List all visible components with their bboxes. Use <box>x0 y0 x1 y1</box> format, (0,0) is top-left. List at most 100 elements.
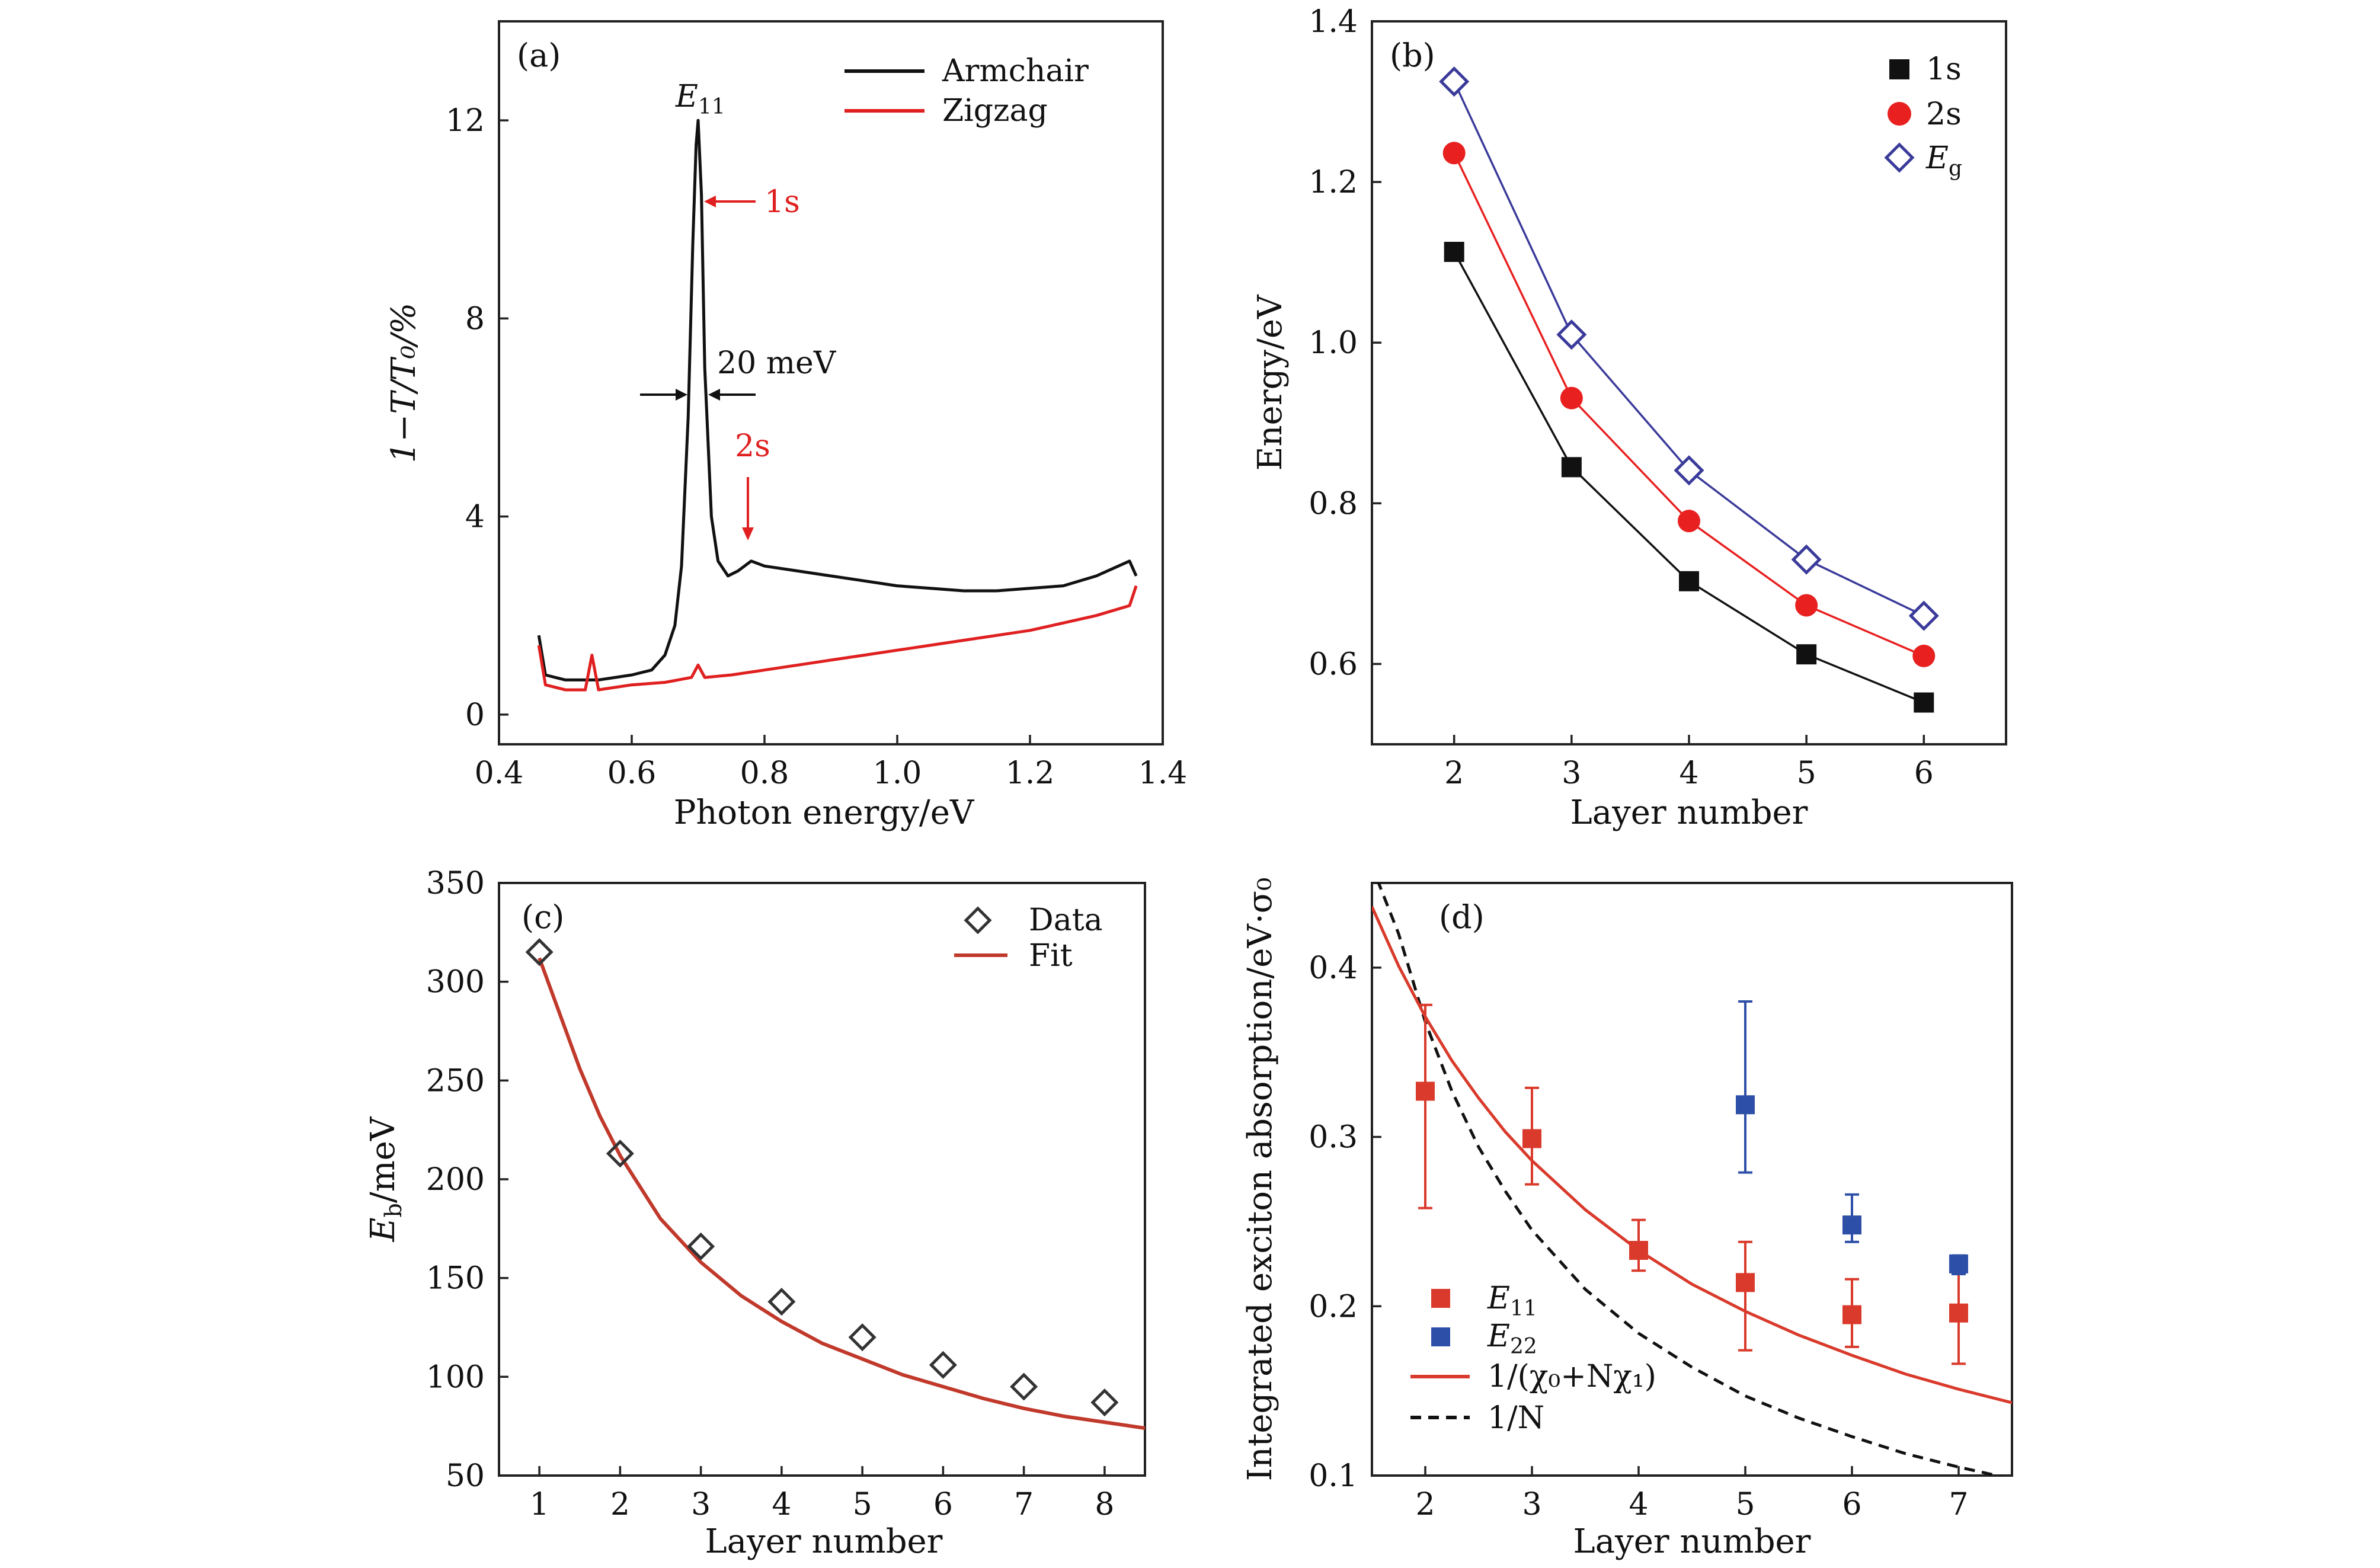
panel-b-y-tick-label: 0.8 <box>1309 486 1358 521</box>
panel-b-ticks: 2 3 4 5 6 0.6 0.8 1.0 1.2 1.4 <box>1309 4 1934 791</box>
data-point <box>687 1232 715 1260</box>
data-point <box>767 1288 796 1316</box>
legend-marker-data <box>964 906 992 935</box>
marker-1s-point <box>1679 571 1699 591</box>
fwhm-label: 20 meV <box>717 345 837 381</box>
panel-c-x-tick-label: 1 <box>530 1487 549 1522</box>
legend-label-1n: 1/N <box>1488 1400 1544 1436</box>
marker-1s-point <box>1561 457 1582 478</box>
panel-b-x-tick-label: 3 <box>1562 756 1581 791</box>
panel-a-chart: 0.4 0.6 0.8 1.0 1.2 1.4 0 4 8 12 (a) Photon energ… <box>385 20 1188 832</box>
panel-c-ticks: 1 2 3 4 5 6 7 8 50 100 150 200 250 300 350 <box>426 866 1115 1522</box>
marker-eg-point <box>1556 319 1587 350</box>
marker-e22-point <box>1736 1095 1755 1115</box>
panel-a-x-tick-label: 1.0 <box>873 756 922 791</box>
data-point <box>848 1323 876 1352</box>
panel-b-x-tick-label: 6 <box>1914 756 1934 791</box>
data-point <box>1090 1388 1119 1417</box>
marker-e11-point <box>1842 1305 1861 1324</box>
fit-curve-chi <box>1372 905 2012 1404</box>
legend-marker-2s <box>1888 102 1911 126</box>
data-point <box>929 1351 957 1379</box>
legend-label-fit: Fit <box>1029 938 1073 974</box>
panel-a-x-tick-label: 0.4 <box>475 756 524 791</box>
panel-d-x-tick-label: 2 <box>1415 1487 1435 1522</box>
series-line-eg <box>1453 81 1925 617</box>
fit-curve <box>538 957 1146 1430</box>
panel-d-x-tick-label: 3 <box>1522 1487 1541 1522</box>
panel-a-y-tick-label: 8 <box>465 301 485 337</box>
panel-c-label: (c) <box>522 898 564 936</box>
reference-curve-1n <box>1377 883 2004 1476</box>
legend-label-2s: 2s <box>1926 97 1962 132</box>
panel-a-x-tick-label: 0.6 <box>607 756 657 791</box>
panel-d-series <box>1372 883 2012 1476</box>
panel-c-x-tick-label: 6 <box>933 1487 953 1522</box>
panel-b-y-tick-label: 0.6 <box>1309 647 1358 682</box>
marker-e11-point <box>1949 1303 1968 1323</box>
panel-b-label: (b) <box>1390 37 1435 74</box>
panel-b-y-tick-label: 1.0 <box>1309 325 1358 361</box>
panel-c-y-tick-label: 350 <box>426 866 485 901</box>
legend-marker-e22 <box>1431 1327 1450 1346</box>
panel-c-y-tick-label: 300 <box>426 965 485 1000</box>
panel-d-y-tick-label: 0.3 <box>1309 1120 1358 1156</box>
marker-e22-point <box>1842 1215 1861 1235</box>
panel-c-ylabel: Eb/meV <box>364 1116 407 1242</box>
panel-b-y-tick-label: 1.4 <box>1309 4 1358 40</box>
legend-label-e22: E22 <box>1487 1319 1537 1359</box>
panel-d-x-tick-label: 4 <box>1629 1487 1648 1522</box>
panel-c-x-tick-label: 8 <box>1095 1487 1114 1522</box>
panel-b-ylabel: Energy/eV <box>1251 294 1290 471</box>
panel-d-label: (d) <box>1439 898 1485 936</box>
marker-e11-point <box>1416 1081 1435 1101</box>
panel-c-chart: 1 2 3 4 5 6 7 8 50 100 150 200 250 300 350 (c) Layer n… <box>364 866 1146 1561</box>
marker-e22-point <box>1949 1254 1968 1273</box>
legend-label-1s: 1s <box>1926 52 1962 87</box>
arrow-2s-label: 2s <box>735 428 770 464</box>
panel-b-chart: 2 3 4 5 6 0.6 0.8 1.0 1.2 1.4 (b) Layer number En… <box>1251 4 2007 832</box>
legend-label-e11: E11 <box>1487 1281 1537 1321</box>
panel-b-series <box>1439 66 1939 713</box>
panel-d-y-tick-label: 0.4 <box>1309 951 1358 986</box>
panel-a-ticks: 0.4 0.6 0.8 1.0 1.2 1.4 0 4 8 12 <box>446 103 1188 791</box>
arrow-1s-head <box>704 196 716 207</box>
panel-d-y-tick-label: 0.2 <box>1309 1289 1358 1324</box>
panel-d-ticks: 2 3 4 5 6 7 0.1 0.2 0.3 0.4 <box>1309 951 1968 1522</box>
legend-marker-1s <box>1889 59 1909 79</box>
legend-label-eg: Eg <box>1925 140 1962 181</box>
panel-a-series <box>537 119 1138 692</box>
legend-label-armchair: Armchair <box>942 53 1089 89</box>
panel-b-y-tick-label: 1.2 <box>1309 165 1358 200</box>
panel-a-label: (a) <box>517 37 561 74</box>
marker-1s-point <box>1796 644 1817 665</box>
panel-d-y-tick-label: 0.1 <box>1309 1458 1358 1494</box>
panel-d-curves <box>1372 883 2012 1476</box>
panel-a-axes-frame <box>498 20 1164 745</box>
panel-c-y-tick-label: 100 <box>426 1359 485 1395</box>
marker-1s-point <box>1914 692 1934 713</box>
panel-c-x-tick-label: 4 <box>772 1487 791 1522</box>
panel-d-x-tick-label: 5 <box>1735 1487 1755 1522</box>
marker-e11-point <box>1629 1241 1648 1260</box>
legend-label-zigzag: Zigzag <box>942 93 1048 129</box>
legend-marker-eg <box>1884 142 1915 173</box>
legend-label-data: Data <box>1029 903 1103 938</box>
marker-2s-point <box>1678 510 1700 533</box>
marker-eg-point <box>1908 600 1939 631</box>
data-point <box>525 938 554 967</box>
panel-c-x-tick-label: 7 <box>1014 1487 1034 1522</box>
fwhm-arrow-right-head <box>708 389 720 401</box>
marker-2s-point <box>1442 142 1466 165</box>
panel-b-x-tick-label: 4 <box>1679 756 1698 791</box>
panel-d-xlabel: Layer number <box>1573 1522 1811 1561</box>
panel-a-y-tick-label: 4 <box>465 500 485 535</box>
panel-c-x-tick-label: 5 <box>853 1487 872 1522</box>
panel-d-x-tick-label: 7 <box>1949 1487 1968 1522</box>
panel-a-x-tick-label: 0.8 <box>740 756 789 791</box>
panel-d-chart: 2 3 4 5 6 7 0.1 0.2 0.3 0.4 (d) Layer number Inte… <box>1241 878 2013 1561</box>
marker-e11-point <box>1736 1273 1755 1292</box>
data-point <box>1010 1372 1038 1401</box>
panel-d-x-tick-label: 6 <box>1842 1487 1861 1522</box>
legend-marker-e11 <box>1431 1289 1450 1308</box>
